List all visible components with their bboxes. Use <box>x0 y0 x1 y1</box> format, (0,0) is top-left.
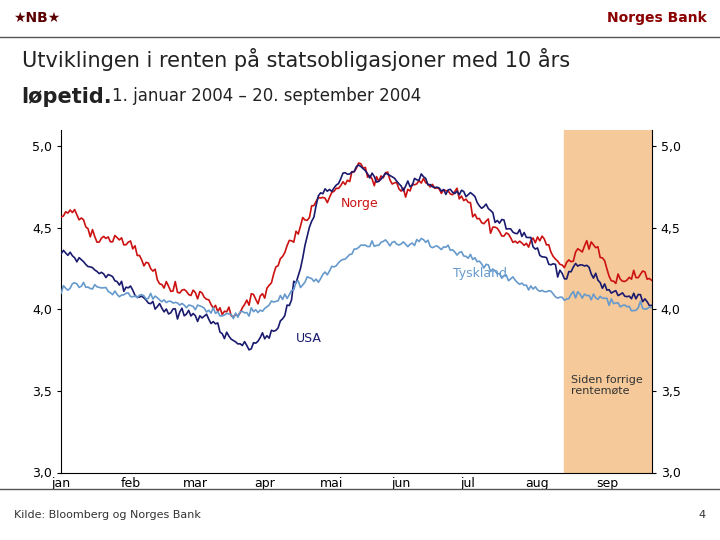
Text: 1. januar 2004 – 20. september 2004: 1. januar 2004 – 20. september 2004 <box>112 87 421 105</box>
Text: Utviklingen i renten på statsobligasjoner med 10 års: Utviklingen i renten på statsobligasjone… <box>22 48 570 71</box>
Text: Kilde: Bloomberg og Norges Bank: Kilde: Bloomberg og Norges Bank <box>14 510 202 521</box>
Text: Norges Bank: Norges Bank <box>607 11 707 24</box>
Text: Tyskland: Tyskland <box>453 267 507 280</box>
Text: løpetid.: løpetid. <box>22 87 112 107</box>
Text: ★NB★: ★NB★ <box>13 11 60 24</box>
Text: USA: USA <box>296 332 322 345</box>
Text: 4: 4 <box>698 510 706 521</box>
Text: Siden forrige
rentemøte: Siden forrige rentemøte <box>571 375 643 396</box>
Text: Norge: Norge <box>341 197 379 210</box>
Bar <box>564 130 652 472</box>
